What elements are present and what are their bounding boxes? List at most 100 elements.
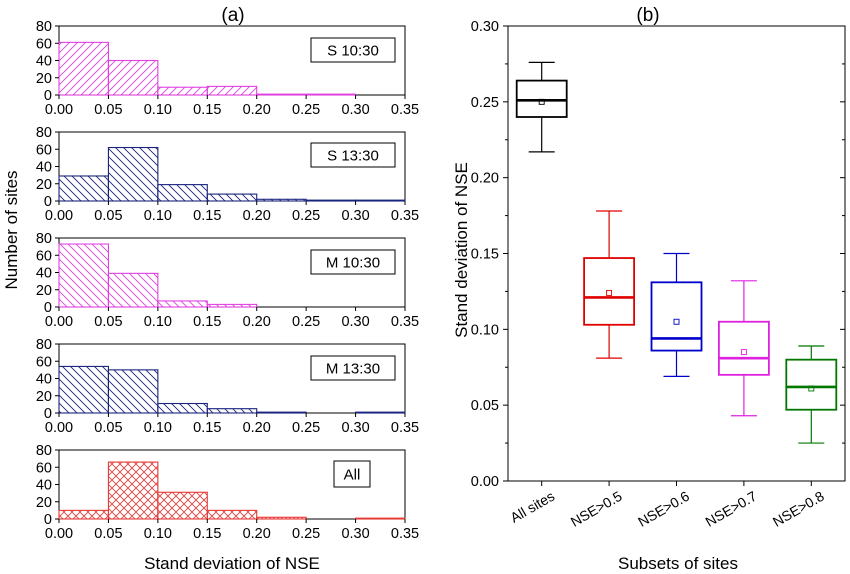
series-label-box <box>310 249 396 275</box>
y-tick-label: 0 <box>44 300 52 316</box>
histogram-bar <box>206 303 258 308</box>
histogram-bar <box>58 365 109 414</box>
x-tick-label: 0.30 <box>341 314 369 330</box>
mean-marker <box>808 385 815 392</box>
y-tick-label: 20 <box>36 177 52 193</box>
y-tick-label: 20 <box>36 389 52 405</box>
y-tick-label: 60 <box>36 142 52 158</box>
box-iqr <box>650 281 703 352</box>
box-group: NSE>0.6 <box>635 252 703 530</box>
y-tick-label: 60 <box>36 460 52 476</box>
y-tick-label: 0.15 <box>471 247 499 263</box>
category-label: NSE>0.8 <box>770 488 827 530</box>
y-tick-label: 40 <box>36 372 52 388</box>
y-tick-label: 60 <box>36 36 52 52</box>
x-tick-label: 0.30 <box>341 102 369 118</box>
x-tick-label: 0.30 <box>341 526 369 542</box>
histogram-bar <box>107 59 159 96</box>
y-tick-label: 40 <box>36 266 52 282</box>
x-tick-label: 0.05 <box>94 208 122 224</box>
box-iqr <box>515 79 568 118</box>
series-label-box <box>310 355 396 381</box>
box-group: NSE>0.8 <box>770 345 838 530</box>
histogram-bar <box>107 461 159 520</box>
x-tick-label: 0.20 <box>243 420 271 436</box>
histogram-bar <box>157 491 208 520</box>
hist-x-axis-label: Stand deviation of NSE <box>144 554 320 573</box>
x-tick-label: 0.00 <box>45 314 73 330</box>
y-tick-label: 40 <box>36 54 52 70</box>
box-group: NSE>0.7 <box>703 280 770 530</box>
x-tick-label: 0.20 <box>243 526 271 542</box>
y-tick-label: 20 <box>36 283 52 299</box>
y-tick-label: 80 <box>36 443 52 459</box>
boxplot-panel: 0.00 0.05 0.10 0.15 0.20 0.25 0.30 All sites NSE… <box>471 19 846 530</box>
y-tick-label: 80 <box>36 231 52 247</box>
y-tick-label: 20 <box>36 71 52 87</box>
series-label-box <box>310 142 396 168</box>
histogram-bar <box>157 300 208 308</box>
y-tick-label: 0.10 <box>471 322 499 338</box>
y-tick-label: 60 <box>36 354 52 370</box>
x-tick-label: 0.05 <box>94 314 122 330</box>
histogram-bar <box>58 243 109 308</box>
x-tick-label: 0.05 <box>94 420 122 436</box>
histogram-bar <box>157 402 208 414</box>
x-tick-label: 0.00 <box>45 526 73 542</box>
box-y-axis-label: Stand deviation of NSE <box>452 162 471 338</box>
x-tick-label: 0.25 <box>292 102 320 118</box>
y-tick-label: 40 <box>36 160 52 176</box>
y-tick-label: 80 <box>36 125 52 141</box>
histogram-bar <box>206 408 258 414</box>
histogram-bar <box>58 41 109 96</box>
series-label-box <box>310 37 396 63</box>
x-tick-label: 0.35 <box>391 102 419 118</box>
y-tick-label: 0.25 <box>471 95 499 111</box>
y-tick-label: 0 <box>44 512 52 528</box>
x-tick-label: 0.20 <box>243 208 271 224</box>
mean-marker <box>740 349 747 356</box>
box-iqr <box>718 320 770 376</box>
box-x-axis-label: Subsets of sites <box>618 554 738 573</box>
series-label: S 13:30 <box>327 148 379 165</box>
histogram-bar <box>206 509 258 520</box>
x-tick-label: 0.15 <box>193 420 221 436</box>
box-iqr <box>785 358 838 411</box>
series-label-box <box>333 460 371 488</box>
box-group: NSE>0.5 <box>568 210 635 530</box>
histogram-bar <box>305 93 357 96</box>
x-tick-label: 0.05 <box>94 526 122 542</box>
y-tick-label: 40 <box>36 478 52 494</box>
x-tick-label: 0.10 <box>144 420 172 436</box>
histogram-bar <box>58 175 109 202</box>
x-tick-label: 0.10 <box>144 314 172 330</box>
x-tick-label: 0.30 <box>341 420 369 436</box>
x-tick-label: 0.35 <box>391 420 419 436</box>
y-tick-label: 0 <box>44 406 52 422</box>
category-label: NSE>0.5 <box>568 488 625 530</box>
x-tick-label: 0.15 <box>193 314 221 330</box>
x-tick-label: 0.35 <box>391 314 419 330</box>
x-tick-label: 0.35 <box>391 208 419 224</box>
x-tick-label: 0.10 <box>144 526 172 542</box>
category-label: NSE>0.6 <box>635 488 692 530</box>
x-tick-label: 0.15 <box>193 102 221 118</box>
y-tick-label: 80 <box>36 19 52 35</box>
y-tick-label: 0.00 <box>471 474 499 490</box>
x-tick-label: 0.35 <box>391 526 419 542</box>
x-tick-label: 0.25 <box>292 420 320 436</box>
x-tick-label: 0.00 <box>45 102 73 118</box>
y-tick-label: 0 <box>44 194 52 210</box>
histogram-bar <box>355 411 406 414</box>
x-tick-label: 0.25 <box>292 208 320 224</box>
y-tick-label: 60 <box>36 248 52 264</box>
histogram-bar <box>107 146 159 202</box>
x-tick-label: 0.10 <box>144 102 172 118</box>
y-tick-label: 0 <box>44 88 52 104</box>
hist-y-axis-label: Number of sites <box>2 170 21 289</box>
series-label: M 10:30 <box>326 255 380 272</box>
